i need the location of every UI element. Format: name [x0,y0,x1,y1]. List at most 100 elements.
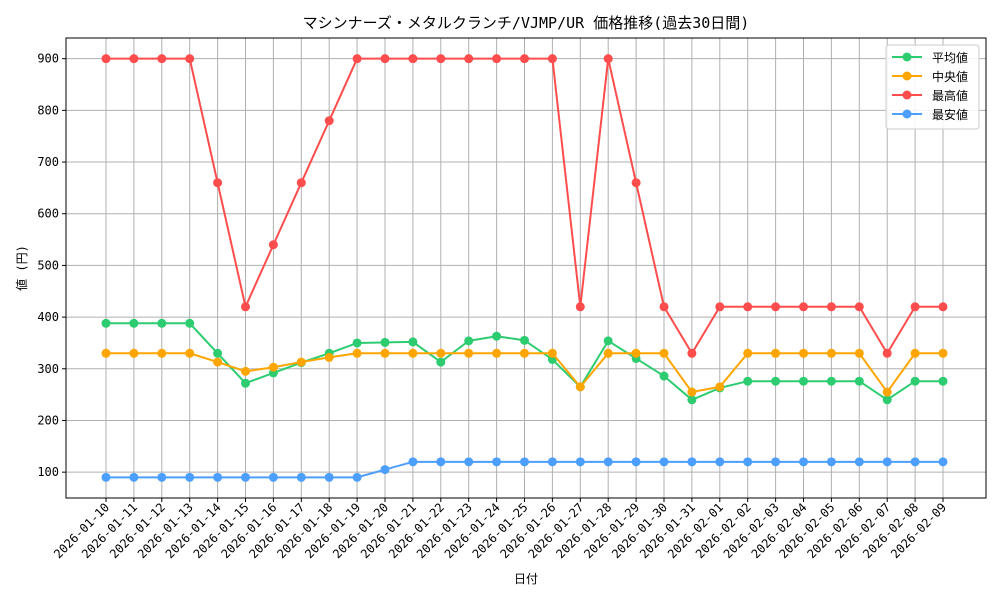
data-point [520,54,529,64]
legend-marker [902,90,912,100]
data-point [213,348,223,358]
data-point [241,378,250,388]
data-point [241,472,250,482]
y-tick-label: 800 [37,103,59,117]
legend-label: 最高値 [932,88,968,103]
data-point [268,240,278,250]
data-point [631,348,641,358]
data-point [938,348,948,358]
data-point [352,348,362,358]
data-point [882,457,892,467]
data-point [268,362,278,372]
data-point [799,348,808,358]
data-point [826,457,836,467]
data-point [157,348,167,358]
data-point [464,457,474,467]
legend-label: 最安値 [932,107,968,122]
data-point [603,348,613,358]
data-point [659,302,669,312]
y-tick-label: 700 [37,155,59,169]
data-point [520,335,529,345]
data-point [352,472,362,482]
data-point [185,54,195,64]
data-point [324,352,334,362]
data-point [101,318,111,328]
series-group [101,54,948,482]
data-point [910,302,920,312]
data-point [101,54,111,64]
data-point [492,331,502,341]
data-point [464,348,474,358]
data-point [575,457,585,467]
data-point [743,302,753,312]
data-point [296,472,306,482]
data-point [436,357,446,367]
data-point [938,302,948,312]
data-point [324,472,334,482]
data-point [520,457,529,467]
data-point [826,376,836,386]
data-point [575,302,585,312]
y-tick-label: 400 [37,310,59,324]
y-tick-label: 200 [37,413,59,427]
data-point [241,302,250,312]
legend-marker [902,109,912,119]
data-point [938,457,948,467]
data-point [547,348,557,358]
legend-marker [902,71,912,81]
data-point [157,472,167,482]
data-point [436,457,446,467]
data-point [743,457,753,467]
data-point [520,348,529,358]
data-point [380,337,390,347]
data-point [129,472,139,482]
legend-box [885,44,980,130]
data-point [715,457,725,467]
data-point [743,376,753,386]
data-point [910,348,920,358]
data-point [352,338,362,348]
data-point [268,472,278,482]
legend-marker [902,52,912,62]
series-最高値 [101,54,948,358]
y-tick-label: 100 [37,465,59,479]
data-point [882,387,892,397]
series-中央値 [101,348,948,397]
data-point [826,348,836,358]
data-point [296,178,306,188]
data-point [436,54,446,64]
data-point [492,54,502,64]
data-point [408,348,418,358]
data-point [185,348,195,358]
data-point [715,382,725,392]
data-point [687,348,697,358]
x-axis-ticks: 2026-01-102026-01-112026-01-122026-01-13… [51,498,949,561]
data-point [799,457,808,467]
data-point [743,348,753,358]
data-point [938,376,948,386]
data-point [687,387,697,397]
data-point [380,348,390,358]
data-point [771,302,781,312]
plot-frame [65,37,987,499]
data-point [687,395,697,405]
data-point [185,472,195,482]
y-tick-label: 900 [37,52,59,66]
y-tick-label: 300 [37,362,59,376]
data-point [631,457,641,467]
y-tick-label: 500 [37,258,59,272]
data-point [101,348,111,358]
data-point [882,395,892,405]
data-point [380,465,390,475]
data-point [659,348,669,358]
chart-title: マシンナーズ・メタルクランチ/VJMP/UR 価格推移(過去30日間) [303,14,750,32]
data-point [157,318,167,328]
data-point [854,457,864,467]
data-point [213,357,223,367]
data-point [492,457,502,467]
data-point [408,457,418,467]
data-point [603,457,613,467]
data-point [241,366,250,376]
